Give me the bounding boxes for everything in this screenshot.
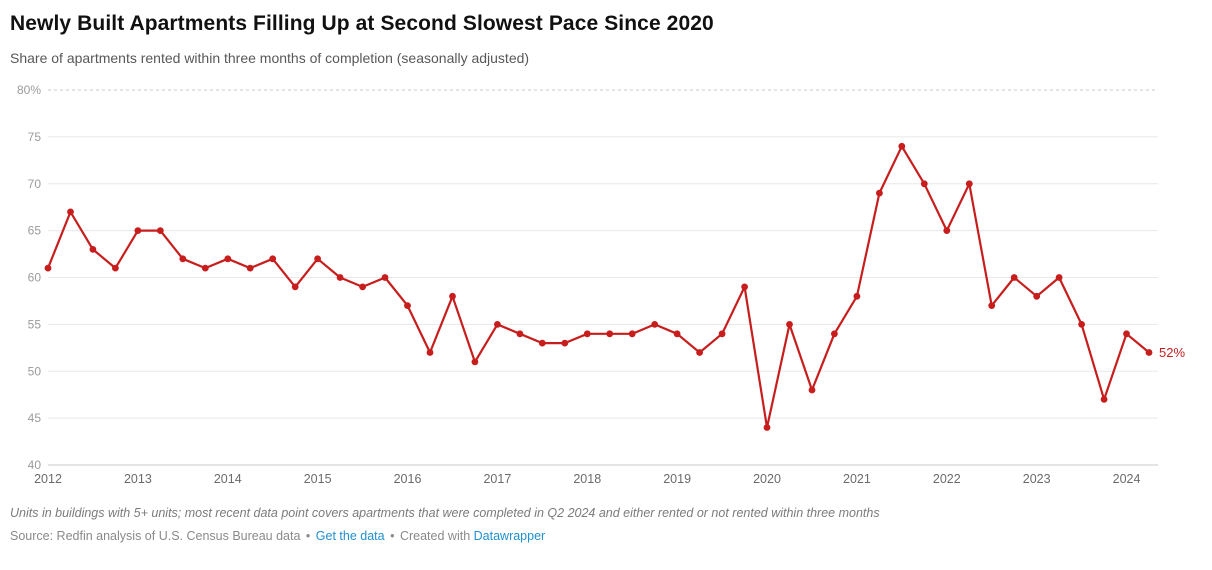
x-axis-tick-label: 2015: [304, 472, 332, 486]
separator: •: [305, 529, 311, 543]
data-point: [628, 330, 636, 338]
data-point: [741, 283, 748, 291]
chart-footnote: Units in buildings with 5+ units; most r…: [10, 506, 880, 520]
y-axis-tick-label: 65: [28, 224, 42, 238]
series-line: [46, 145, 1151, 429]
data-point: [786, 321, 793, 328]
data-point: [134, 227, 142, 235]
data-point: [808, 386, 816, 394]
y-axis-tick-label: 55: [28, 317, 42, 331]
data-point: [943, 227, 951, 235]
x-axis-tick-label: 2021: [843, 472, 871, 486]
data-point: [763, 424, 771, 431]
data-point: [112, 264, 119, 272]
data-point: [201, 264, 209, 272]
data-point: [898, 142, 906, 150]
data-point: [224, 255, 232, 263]
data-point: [471, 358, 479, 366]
y-axis-tick-label: 45: [28, 411, 42, 425]
source-line: Source: Redfin analysis of U.S. Census B…: [10, 528, 1200, 544]
data-point: [179, 255, 187, 263]
data-point: [853, 292, 861, 300]
data-point: [336, 274, 344, 281]
y-axis-tick-label: 40: [28, 458, 42, 472]
data-point: [965, 180, 973, 188]
x-axis-tick-label: 2019: [663, 472, 691, 486]
y-axis-tick-label: 60: [28, 271, 42, 285]
data-point: [494, 321, 501, 328]
x-axis-tick-label: 2013: [124, 472, 152, 486]
data-point: [291, 283, 299, 291]
x-axis-tick-label: 2024: [1113, 472, 1141, 486]
data-point: [156, 227, 164, 235]
data-point: [831, 330, 838, 338]
data-point: [67, 208, 74, 216]
y-axis-tick-label: 70: [28, 177, 42, 191]
data-point: [651, 321, 659, 328]
data-point: [269, 255, 277, 263]
data-point: [1123, 330, 1130, 338]
x-axis-tick-label: 2017: [483, 472, 511, 486]
data-point: [381, 274, 389, 281]
data-point: [246, 264, 254, 272]
chart-subtitle: Share of apartments rented within three …: [10, 50, 530, 66]
data-point: [696, 349, 703, 356]
data-point: [1055, 274, 1063, 281]
last-value-label: 52%: [1159, 345, 1185, 360]
chart-title: Newly Built Apartments Filling Up at Sec…: [10, 12, 714, 35]
data-point: [988, 302, 996, 309]
x-axis-tick-label: 2012: [34, 472, 62, 486]
separator: •: [390, 529, 395, 543]
data-point: [359, 283, 366, 291]
x-axis-tick-label: 2022: [933, 472, 961, 486]
data-point: [561, 339, 569, 347]
x-axis-tick-label: 2014: [214, 472, 242, 486]
data-point: [449, 292, 456, 300]
source-text: Source: Redfin analysis of U.S. Census B…: [10, 529, 301, 543]
y-axis-tick-label: 50: [28, 364, 42, 378]
data-point: [1010, 274, 1018, 281]
data-point: [920, 180, 928, 188]
x-axis-tick-label: 2018: [573, 472, 601, 486]
data-point: [89, 246, 97, 253]
y-axis-tick-label: 75: [28, 130, 42, 144]
y-axis-tick-label: 80%: [17, 83, 41, 97]
x-axis-tick-label: 2020: [753, 472, 781, 486]
data-point: [583, 330, 591, 338]
data-point: [1033, 292, 1041, 300]
x-axis-tick-label: 2023: [1023, 472, 1051, 486]
data-point: [426, 349, 434, 356]
data-point: [404, 302, 411, 309]
data-point: [314, 255, 321, 263]
data-point: [1078, 321, 1085, 328]
data-point: [876, 189, 883, 197]
x-axis-tick-label: 2016: [394, 472, 422, 486]
get-data-link[interactable]: Get the data: [315, 529, 385, 543]
data-point: [718, 330, 726, 338]
line-chart: 40 45 50 55 60 65 70 75 80% 2012 2013 2014 2015 2016 2…: [17, 83, 1186, 486]
data-point: [606, 330, 614, 338]
data-point: [44, 264, 52, 272]
data-point: [516, 330, 524, 338]
chart-area: 40 45 50 55 60 65 70 75 80% 2012 2013 2014 2015 2016 2…: [10, 74, 1200, 493]
data-point: [673, 330, 681, 338]
created-with-text: Created with: [399, 529, 471, 543]
data-point: [1100, 396, 1108, 403]
data-point: [1145, 349, 1153, 356]
datawrapper-link[interactable]: Datawrapper: [473, 529, 546, 543]
data-point: [538, 339, 546, 347]
